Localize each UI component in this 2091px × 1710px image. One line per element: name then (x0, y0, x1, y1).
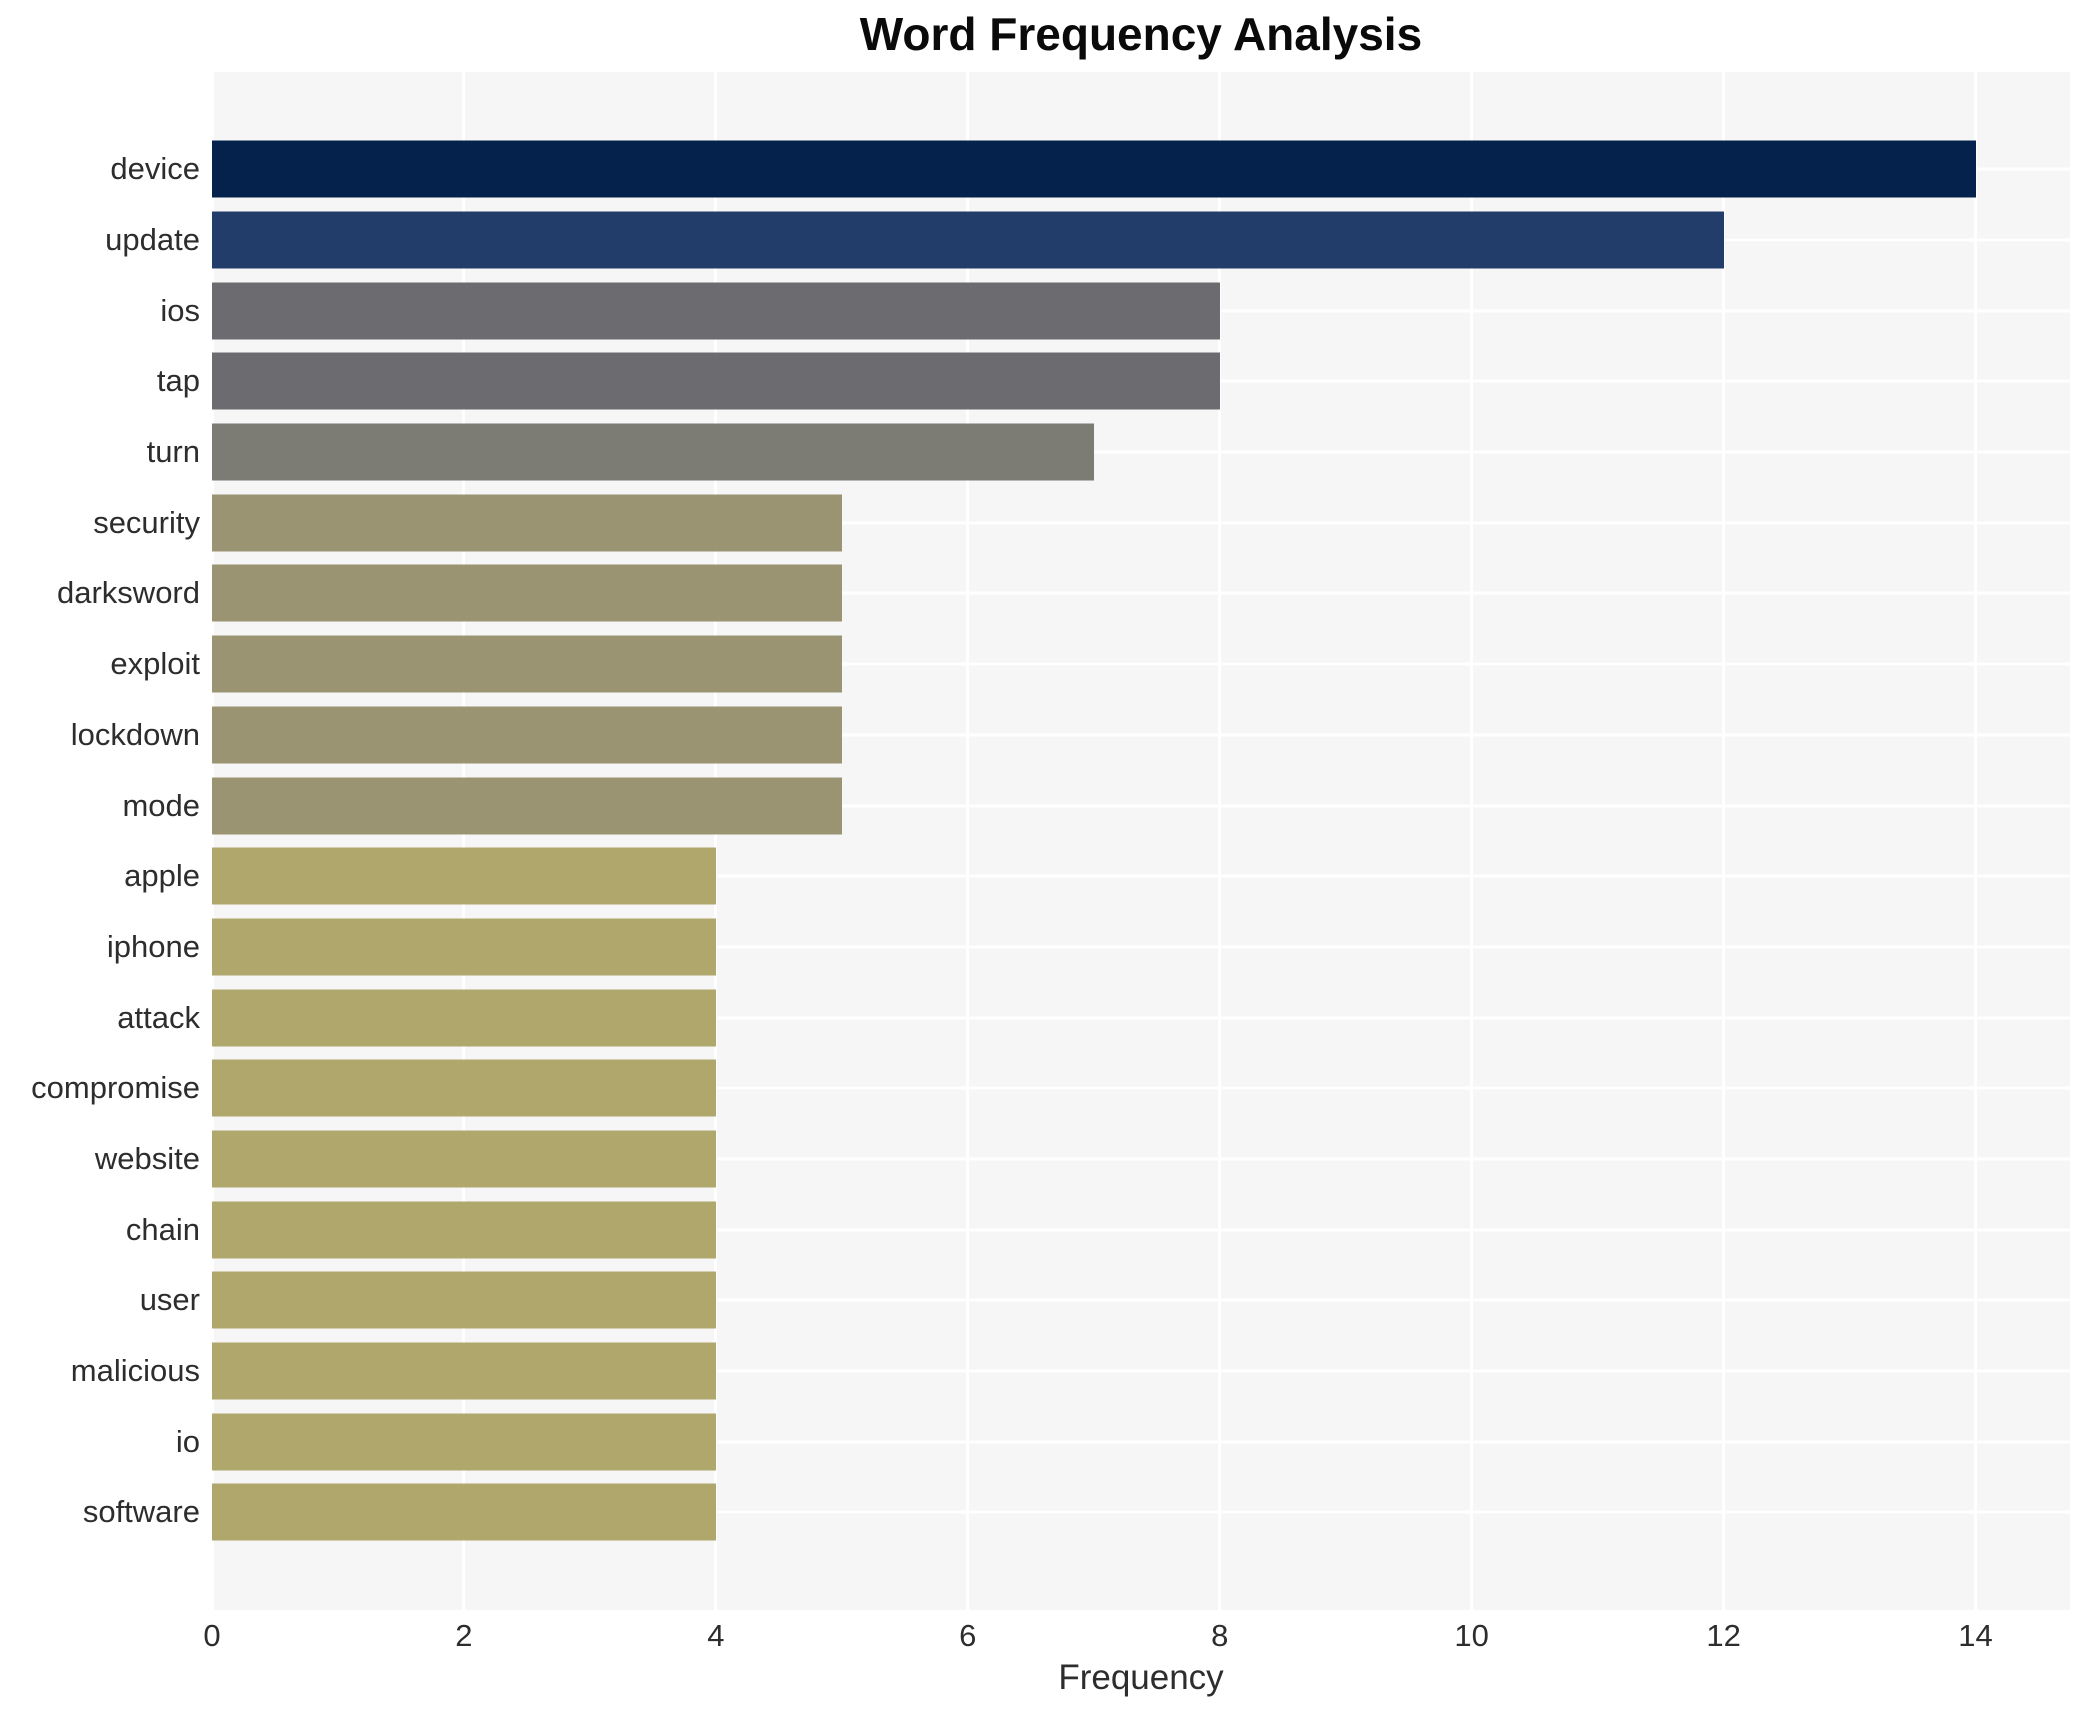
y-tick-label-apple: apple (124, 858, 200, 894)
y-gridline (212, 1016, 2070, 1020)
bar-row (212, 700, 2070, 771)
bar-row (212, 487, 2070, 558)
bar-row (212, 275, 2070, 346)
bar-user (212, 1271, 716, 1329)
bar-row (212, 1053, 2070, 1124)
y-tick-label-device: device (110, 151, 200, 187)
bar-row (212, 346, 2070, 417)
y-tick-label-chain: chain (125, 1211, 200, 1247)
y-tick-label-lockdown: lockdown (70, 716, 200, 752)
x-gridline (1722, 72, 1726, 1610)
bar-device (212, 140, 1976, 198)
bar-chain (212, 1201, 716, 1259)
x-gridline (966, 72, 970, 1610)
x-gridline (714, 72, 718, 1610)
y-tick-label-security: security (93, 504, 200, 540)
y-gridline (212, 521, 2070, 525)
bar-ios (212, 282, 1220, 340)
bar-row (212, 770, 2070, 841)
y-gridline (212, 662, 2070, 666)
x-gridline (210, 72, 214, 1610)
bar-row (212, 1336, 2070, 1407)
x-tick-label: 10 (1454, 1618, 1489, 1653)
bar-row (212, 134, 2070, 205)
y-gridline (212, 1510, 2070, 1514)
x-tick-label: 12 (1706, 1618, 1741, 1653)
y-tick-label-mode: mode (122, 787, 200, 823)
x-tick-label: 6 (959, 1618, 977, 1653)
y-gridline (212, 1369, 2070, 1373)
bar-row (212, 982, 2070, 1053)
bar-website (212, 1130, 716, 1188)
bar-compromise (212, 1059, 716, 1117)
y-gridline (212, 874, 2070, 878)
x-tick-labels: 0 2 4 6 8 10 12 14 (203, 1614, 2070, 1658)
x-tick-label: 2 (455, 1618, 473, 1653)
y-gridline (212, 1298, 2070, 1302)
y-gridline (212, 591, 2070, 595)
x-gridline (1974, 72, 1978, 1610)
x-tick-label: 4 (707, 1618, 725, 1653)
bar-row (212, 1406, 2070, 1477)
bar-row (212, 629, 2070, 700)
x-tick-label: 8 (1211, 1618, 1229, 1653)
bar-row (212, 841, 2070, 912)
y-gridline (212, 733, 2070, 737)
bar-attack (212, 989, 716, 1047)
y-tick-label-malicious: malicious (70, 1353, 200, 1389)
bar-row (212, 1124, 2070, 1195)
bar-iphone (212, 918, 716, 976)
y-tick-label-io: io (175, 1423, 200, 1459)
bar-rows (212, 134, 2070, 1548)
y-tick-label-software: software (82, 1494, 200, 1530)
y-tick-label-website: website (94, 1140, 200, 1176)
bar-exploit (212, 635, 842, 693)
bar-tap (212, 352, 1220, 410)
bar-darksword (212, 564, 842, 622)
bar-apple (212, 847, 716, 905)
bar-update (212, 211, 1724, 269)
bar-row (212, 558, 2070, 629)
bar-security (212, 494, 842, 552)
y-tick-label-darksword: darksword (57, 575, 200, 611)
bar-row (212, 205, 2070, 276)
y-tick-label-user: user (139, 1282, 200, 1318)
bar-lockdown (212, 706, 842, 764)
y-tick-label-compromise: compromise (31, 1070, 200, 1106)
y-tick-label-iphone: iphone (106, 928, 200, 964)
y-gridline (212, 1228, 2070, 1232)
bar-turn (212, 423, 1094, 481)
y-tick-label-attack: attack (117, 999, 200, 1035)
y-tick-label-ios: ios (160, 292, 200, 328)
y-gridline (212, 804, 2070, 808)
bar-malicious (212, 1342, 716, 1400)
y-gridline (212, 1086, 2070, 1090)
y-gridline (212, 1157, 2070, 1161)
bar-row (212, 1477, 2070, 1548)
bar-row (212, 912, 2070, 983)
x-tick-label: 14 (1958, 1618, 1993, 1653)
y-tick-label-tap: tap (156, 363, 200, 399)
x-axis-label: Frequency (1058, 1658, 1224, 1697)
bar-software (212, 1483, 716, 1541)
y-gridline (212, 945, 2070, 949)
x-gridline (1470, 72, 1474, 1610)
bar-row (212, 1265, 2070, 1336)
bar-row (212, 1194, 2070, 1265)
bar-mode (212, 777, 842, 835)
y-axis-labels: device update ios tap turn security darksword e… (0, 134, 200, 1548)
x-gridline (462, 72, 466, 1610)
y-tick-label-exploit: exploit (110, 646, 200, 682)
x-tick-label: 0 (203, 1618, 221, 1653)
y-gridline (212, 1440, 2070, 1444)
x-gridline (1218, 72, 1222, 1610)
y-gridline (212, 450, 2070, 454)
y-tick-label-update: update (105, 222, 200, 258)
bar-row (212, 417, 2070, 488)
bar-io (212, 1413, 716, 1471)
chart-title: Word Frequency Analysis (859, 8, 1423, 60)
y-tick-label-turn: turn (146, 434, 200, 470)
